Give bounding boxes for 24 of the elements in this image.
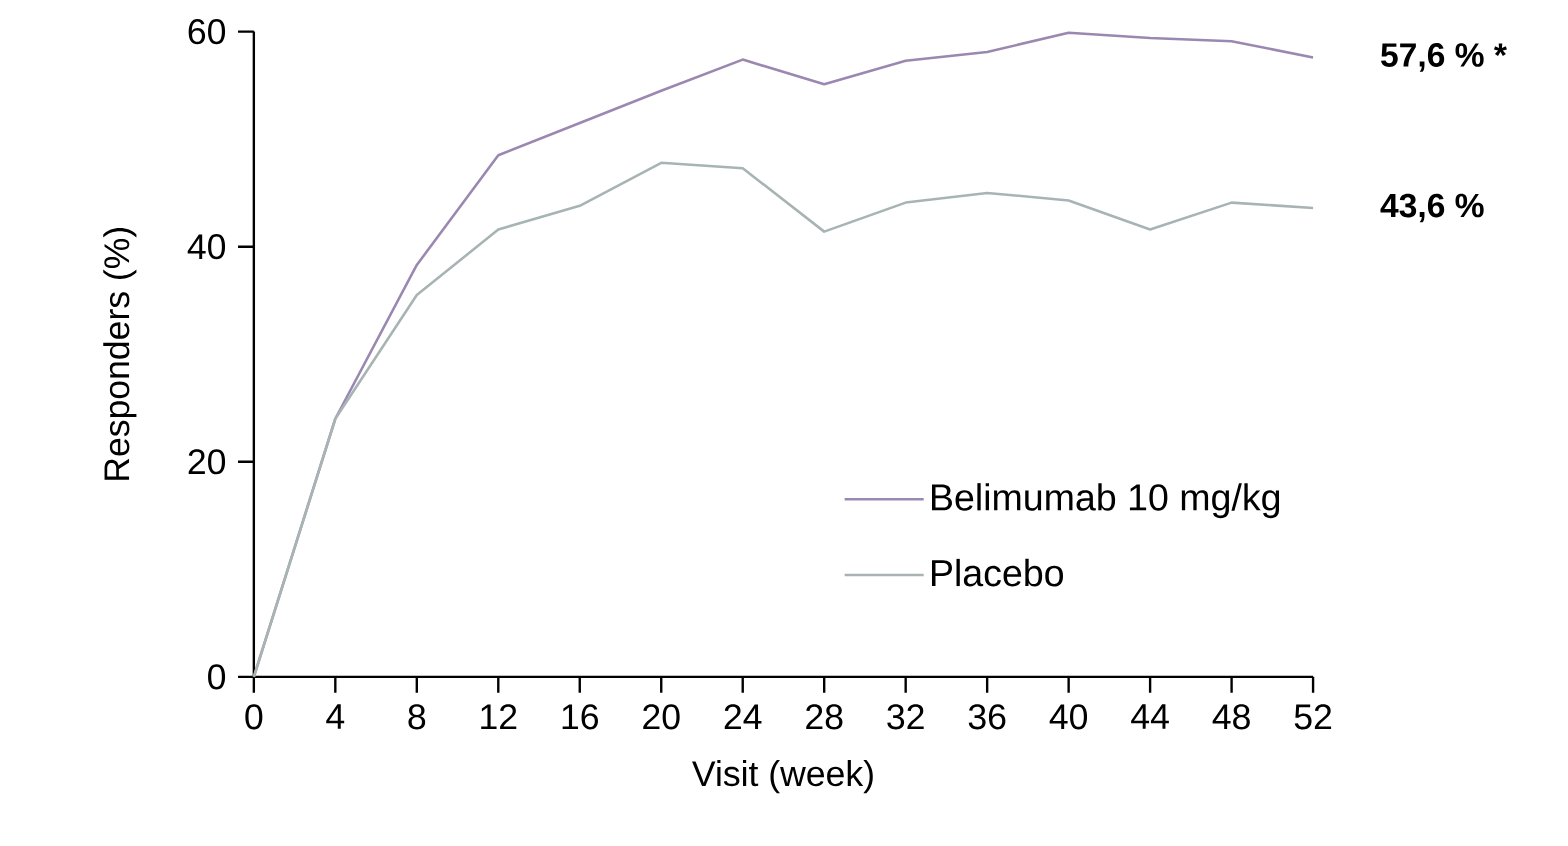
x-tick-label: 44 (1131, 704, 1169, 729)
x-tick-label: 12 (481, 704, 517, 730)
x-axis-title: Visit (week) (692, 760, 873, 794)
x-tick-label: 4 (326, 704, 345, 729)
x-tick-label: 20 (643, 704, 680, 730)
y-tick-label: 20 (188, 449, 226, 475)
x-tick-label: 28 (806, 704, 843, 730)
y-tick-label: 40 (187, 234, 226, 260)
legend-label: Belimumab 10 mg/kg (931, 483, 1280, 519)
y-axis-title: Responders (%) (103, 228, 137, 480)
x-tick-label: 16 (562, 704, 598, 730)
x-tick-label: 24 (724, 704, 762, 730)
x-tick-label: 0 (245, 704, 263, 730)
x-tick-label: 40 (1049, 704, 1088, 730)
x-tick-label: 52 (1294, 704, 1332, 730)
y-tick-label: 0 (208, 664, 226, 690)
x-tick-label: 32 (887, 704, 924, 730)
annotation: 43,6 % (1380, 193, 1484, 223)
x-tick-label: 8 (408, 704, 426, 730)
legend-label: Placebo (931, 558, 1064, 587)
x-tick-label: 36 (968, 704, 1006, 730)
annotation: 57,6 % * (1381, 43, 1507, 72)
y-tick-label: 60 (188, 19, 226, 45)
x-tick-label: 48 (1212, 704, 1250, 730)
